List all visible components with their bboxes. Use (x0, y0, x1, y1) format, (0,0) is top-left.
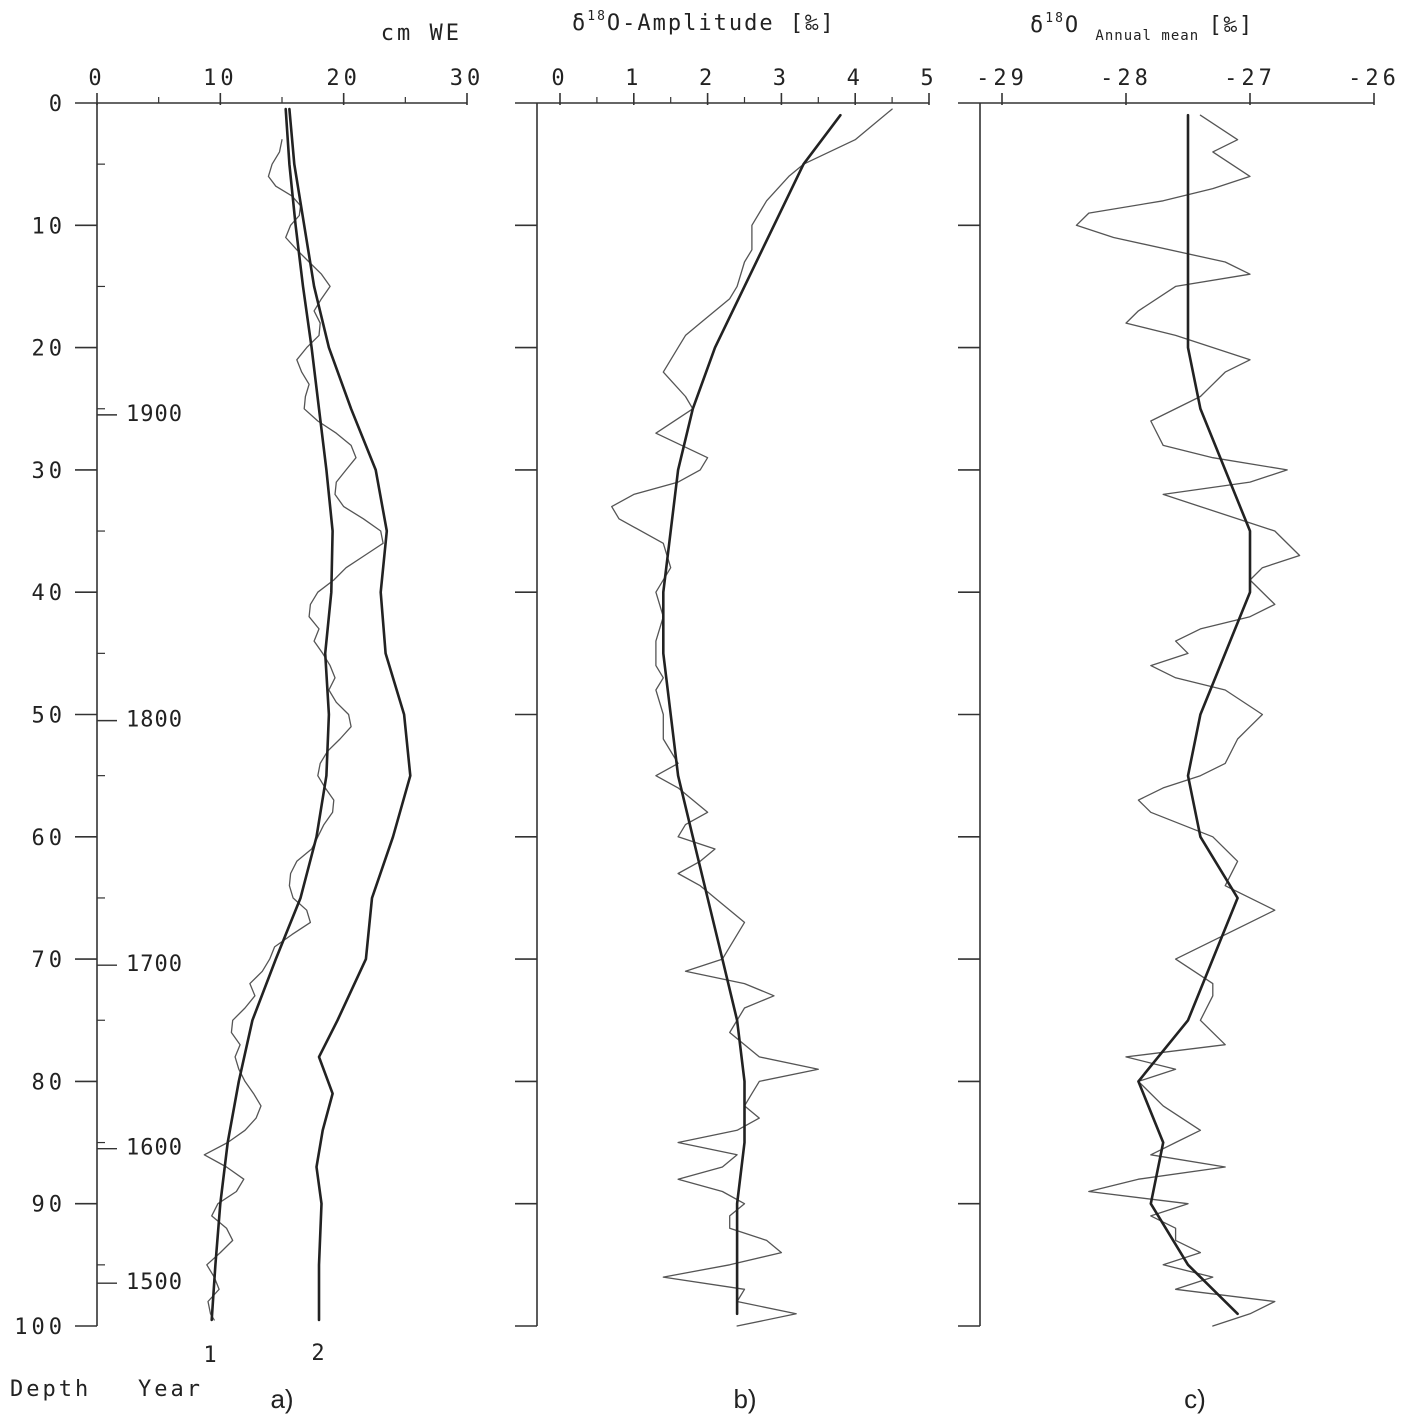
year-tick-label: 1600 (126, 1136, 183, 1161)
year-axis-label: Year (138, 1377, 203, 1402)
year-tick-label: 1800 (126, 708, 183, 733)
series-line-2-0 (1075, 114, 1301, 1327)
panel-label-c: c) (1184, 1384, 1206, 1414)
x-tick-label: 4 (847, 66, 864, 91)
axis-labels: 0 10 20 30 0 1 2 3 4 5 -29 -28 -27 -26 0 10 20 30 40 50 60 70… (14, 9, 1400, 1340)
depth-tick-label: 20 (32, 337, 67, 362)
x-tick-label: 3 (773, 66, 790, 91)
depth-tick-label: 40 (32, 581, 67, 606)
depth-tick-label: 100 (14, 1315, 66, 1340)
x-tick-label: 0 (551, 66, 568, 91)
series-line-0-1 (210, 107, 334, 1322)
depth-tick-label: 0 (49, 92, 66, 117)
curve-label-2: 2 (311, 1341, 324, 1366)
series-line-2-1 (1137, 113, 1252, 1316)
x-title-b: δ18O-Amplitude [‰] (572, 9, 836, 36)
year-tick-label: 1500 (126, 1270, 183, 1295)
year-tick-label: 1700 (126, 952, 183, 977)
x-title-c: δ18O Annual mean [‰] (1030, 11, 1254, 44)
panel-label-b: b) (733, 1384, 756, 1414)
depth-axis-label: Depth (10, 1377, 91, 1402)
series-line-0-2 (288, 107, 412, 1322)
depth-tick-label: 90 (32, 1193, 67, 1218)
x-tick-label: 2 (699, 66, 716, 91)
series-line-1-0 (611, 108, 893, 1327)
panel-label-a: a) (270, 1384, 293, 1414)
x-tick-label: 5 (920, 66, 937, 91)
axis-frames (75, 93, 1375, 1327)
series-line-1-1 (662, 113, 842, 1316)
depth-tick-label: 50 (32, 704, 67, 729)
depth-tick-label: 10 (32, 214, 67, 239)
depth-tick-label: 80 (32, 1070, 67, 1095)
curve-label-1: 1 (203, 1343, 216, 1368)
depth-tick-label: 30 (32, 459, 67, 484)
x-tick-label: 0 (88, 66, 105, 91)
x-tick-label: 20 (326, 66, 361, 91)
x-tick-label: 10 (203, 66, 238, 91)
year-tick-label: 1900 (126, 402, 183, 427)
series-lines (203, 107, 1301, 1327)
x-tick-label: -26 (1348, 66, 1400, 91)
series-line-0-0 (203, 139, 384, 1321)
x-tick-label: 30 (450, 66, 485, 91)
x-title-a: cm WE (381, 21, 462, 46)
x-tick-label: 1 (625, 66, 642, 91)
x-tick-label: -29 (976, 66, 1028, 91)
depth-tick-label: 70 (32, 948, 67, 973)
x-tick-label: -28 (1100, 66, 1152, 91)
x-tick-label: -27 (1224, 66, 1276, 91)
depth-tick-label: 60 (32, 826, 67, 851)
